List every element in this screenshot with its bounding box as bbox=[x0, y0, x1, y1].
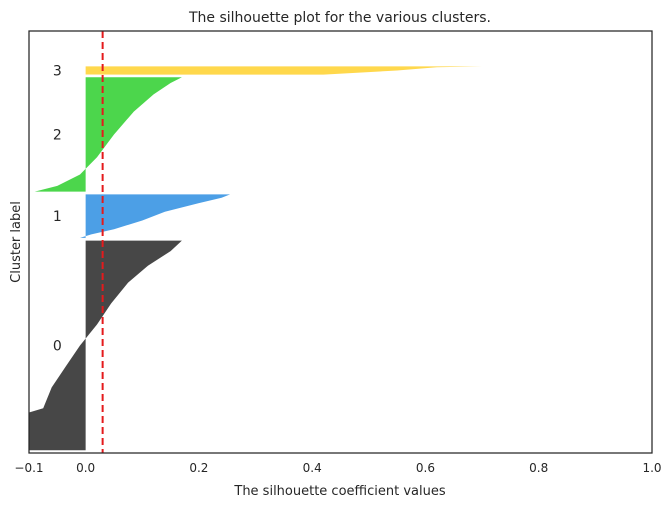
cluster-labels: 0 1 2 3 bbox=[53, 63, 62, 354]
cluster-1-silhouette bbox=[80, 194, 231, 238]
x-tick-label: 1.0 bbox=[642, 461, 661, 475]
x-tick-label: 0.6 bbox=[416, 461, 435, 475]
cluster-2-silhouette bbox=[34, 77, 182, 192]
x-tick-label: 0.8 bbox=[529, 461, 548, 475]
plot-frame bbox=[28, 30, 653, 454]
chart-title: The silhouette plot for the various clus… bbox=[188, 10, 491, 26]
y-axis-label: Cluster label bbox=[9, 201, 24, 283]
x-tick-label: 0.0 bbox=[76, 461, 95, 475]
cluster-0-silhouette bbox=[29, 240, 182, 451]
cluster-label-0: 0 bbox=[53, 338, 62, 354]
x-tick-label: 0.4 bbox=[303, 461, 322, 475]
x-axis-label: The silhouette coefficient values bbox=[233, 484, 445, 499]
cluster-label-2: 2 bbox=[53, 127, 62, 143]
cluster-fills bbox=[29, 66, 483, 451]
cluster-3-silhouette bbox=[85, 66, 483, 75]
x-axis-ticks: −0.1 0.0 0.2 0.4 0.6 0.8 1.0 bbox=[14, 461, 661, 475]
cluster-label-1: 1 bbox=[53, 209, 62, 225]
x-tick-label: 0.2 bbox=[189, 461, 208, 475]
x-tick-label: −0.1 bbox=[14, 461, 43, 475]
cluster-label-3: 3 bbox=[53, 63, 62, 79]
